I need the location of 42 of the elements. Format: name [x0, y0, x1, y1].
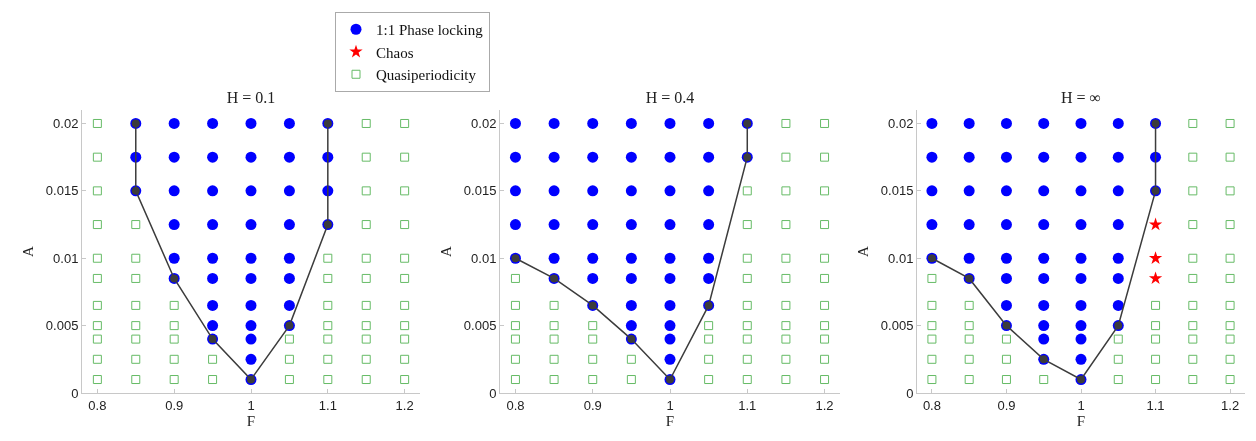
y-tick-label: 0.01: [888, 250, 914, 266]
y-tick-label: 0.02: [471, 116, 497, 132]
y-tick-label: 0.005: [463, 318, 497, 334]
y-tick-label: 0: [489, 385, 497, 401]
y-tick-label: 0.015: [45, 183, 79, 199]
y-axis-title: A: [855, 245, 872, 257]
x-tick-label: 0.9: [997, 397, 1016, 413]
y-tick-label: 0.015: [880, 183, 914, 199]
x-tick-label: 1.1: [1146, 397, 1165, 413]
y-tick-label: 0.02: [53, 116, 79, 132]
y-tick-label: 0.01: [53, 250, 79, 266]
y-axis-title: A: [20, 245, 37, 257]
x-tick-label: 0.8: [922, 397, 941, 413]
x-tick-label: 0.9: [165, 397, 184, 413]
x-tick-label: 1.2: [395, 397, 414, 413]
x-tick-label: 1: [666, 397, 674, 413]
y-tick-label: 0.005: [45, 318, 79, 334]
x-tick-label: 1.1: [738, 397, 757, 413]
x-axis-title: F: [665, 412, 675, 429]
x-tick-label: 1.2: [815, 397, 834, 413]
x-tick-label: 0.9: [583, 397, 602, 413]
x-tick-label: 0.8: [506, 397, 525, 413]
y-tick-label: 0: [71, 385, 79, 401]
x-tick-label: 1: [247, 397, 255, 413]
chart-title: H = ∞: [1061, 88, 1101, 106]
y-tick-label: 0.02: [888, 116, 914, 132]
legend-label: 1:1 Phase locking: [376, 22, 484, 39]
x-tick-label: 1.2: [1221, 397, 1240, 413]
legend-label: Chaos: [376, 44, 414, 61]
x-axis-title: F: [246, 412, 256, 429]
x-tick-label: 1: [1077, 397, 1085, 413]
chart-title: H = 0.4: [645, 88, 695, 106]
y-tick-label: 0.01: [471, 250, 497, 266]
chart-title: H = 0.1: [226, 88, 276, 106]
x-axis-title: F: [1076, 412, 1086, 429]
x-tick-label: 1.1: [318, 397, 337, 413]
x-tick-label: 0.8: [88, 397, 107, 413]
legend-label: Quasiperiodicity: [376, 67, 477, 84]
y-tick-label: 0.015: [463, 183, 497, 199]
y-axis-title: A: [438, 245, 455, 257]
y-tick-label: 0: [906, 385, 914, 401]
y-tick-label: 0.005: [880, 318, 914, 334]
